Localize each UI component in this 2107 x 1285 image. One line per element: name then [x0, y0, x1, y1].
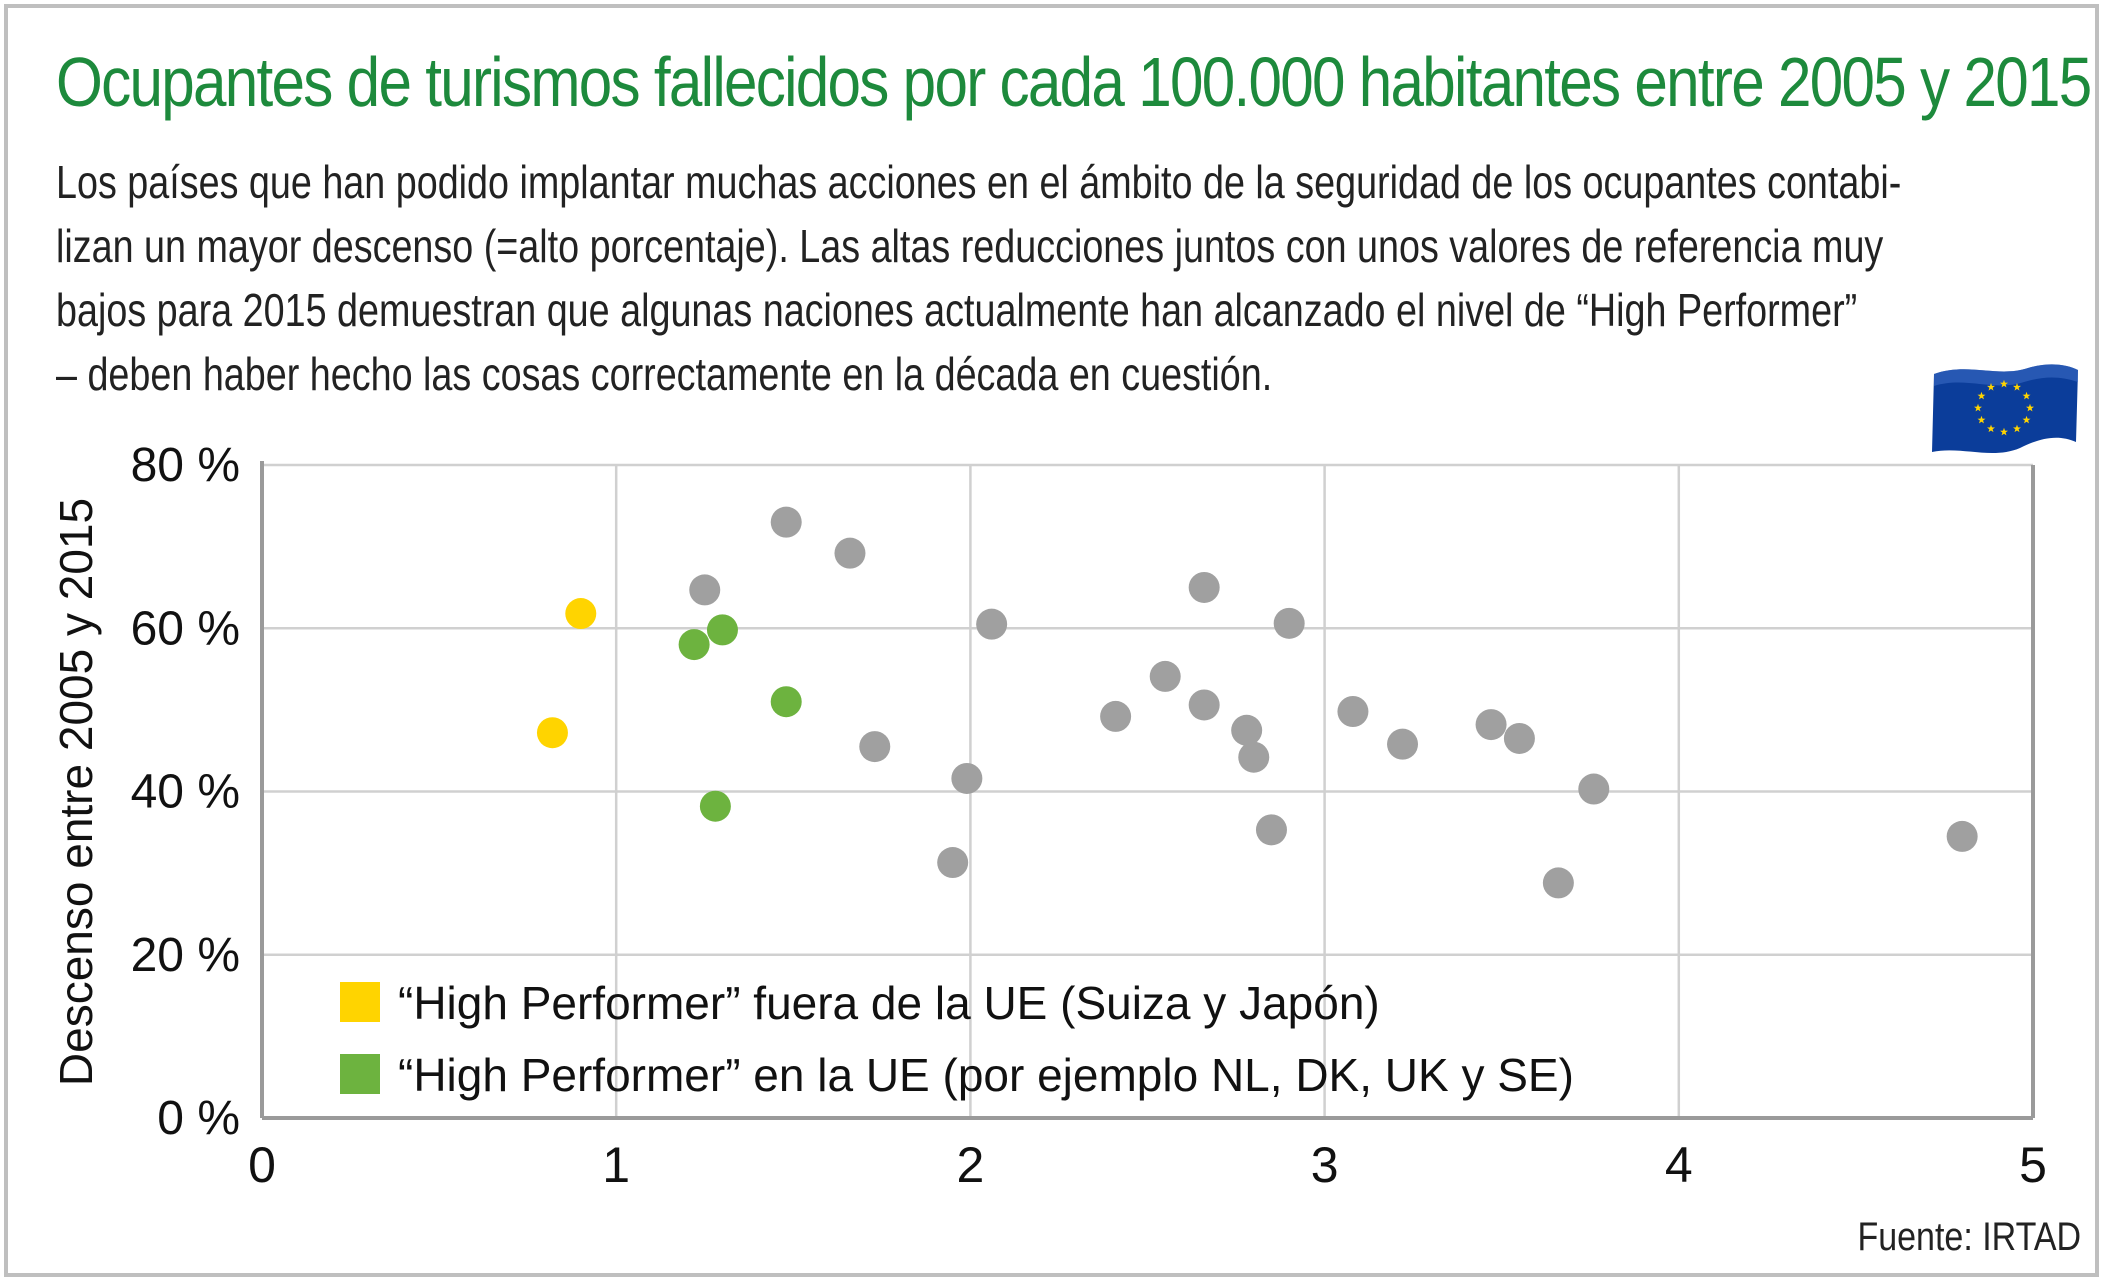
data-point	[1475, 709, 1507, 741]
data-point	[1238, 741, 1270, 773]
data-point	[1100, 700, 1132, 732]
data-point	[859, 731, 891, 763]
y-tick-label: 0 %	[157, 1092, 240, 1145]
flag-star	[1974, 403, 1982, 412]
data-point	[834, 537, 866, 569]
chart-title: Ocupantes de turismos fallecidos por cad…	[56, 43, 2092, 121]
data-point	[1149, 660, 1181, 692]
data-point	[770, 506, 802, 538]
data-point	[1188, 571, 1220, 603]
legend-swatch	[340, 1054, 380, 1094]
flag-star	[2022, 391, 2031, 400]
flag-star	[1987, 383, 1995, 391]
x-tick-label: 5	[2019, 1137, 2047, 1193]
y-tick-label: 20 %	[131, 929, 240, 982]
legend: “High Performer” fuera de la UE (Suiza y…	[340, 977, 1574, 1101]
data-point	[678, 629, 710, 661]
x-tick-label: 1	[602, 1137, 630, 1193]
flag-star	[2022, 415, 2031, 424]
chart-subtitle: Los países que han podido implantar much…	[56, 156, 1902, 400]
data-point	[536, 717, 568, 749]
flag-star	[2000, 379, 2008, 388]
tick-labels: 0 % 20 % 40 % 60 % 80 % 0 1 2 3 4 5	[131, 439, 2047, 1193]
data-point	[689, 574, 721, 606]
flag-star	[2013, 424, 2021, 433]
data-point	[706, 614, 738, 646]
flag-star	[2026, 403, 2034, 412]
data-point	[1578, 773, 1610, 805]
data-point	[1946, 820, 1978, 852]
data-point	[1188, 689, 1220, 721]
legend-label: “High Performer” en la UE (por ejemplo N…	[398, 1049, 1574, 1101]
axes	[260, 461, 2035, 1120]
x-tick-label: 2	[956, 1137, 984, 1193]
legend-label: “High Performer” fuera de la UE (Suiza y…	[398, 977, 1380, 1029]
data-point	[1503, 722, 1535, 754]
data-point	[699, 790, 731, 822]
data-point	[565, 598, 597, 630]
data-point	[1255, 814, 1287, 846]
data-point	[1387, 728, 1419, 760]
flag-star	[2013, 383, 2021, 391]
data-point	[937, 847, 969, 879]
x-tick-label: 0	[248, 1137, 276, 1193]
flag-star	[1977, 415, 1986, 424]
data-point	[976, 608, 1008, 640]
source-note: Fuente: IRTAD	[1857, 1215, 2081, 1259]
x-tick-label: 4	[1665, 1137, 1693, 1193]
legend-swatch	[340, 982, 380, 1022]
flag-star	[1987, 424, 1995, 433]
data-point	[1337, 696, 1369, 728]
y-tick-label: 60 %	[131, 602, 240, 655]
data-point	[770, 686, 802, 718]
data-point	[951, 762, 983, 794]
data-points	[536, 506, 1978, 899]
flag-star	[2000, 427, 2008, 436]
data-point	[1542, 867, 1574, 899]
flag-star	[1977, 391, 1986, 400]
data-point	[1231, 714, 1263, 746]
x-tick-label: 3	[1311, 1137, 1339, 1193]
y-axis-label: Descenso entre 2005 y 2015	[50, 498, 102, 1086]
data-point	[1273, 607, 1305, 639]
eu-flag-icon	[1932, 364, 2078, 454]
y-tick-label: 40 %	[131, 766, 240, 819]
y-tick-label: 80 %	[131, 439, 240, 492]
